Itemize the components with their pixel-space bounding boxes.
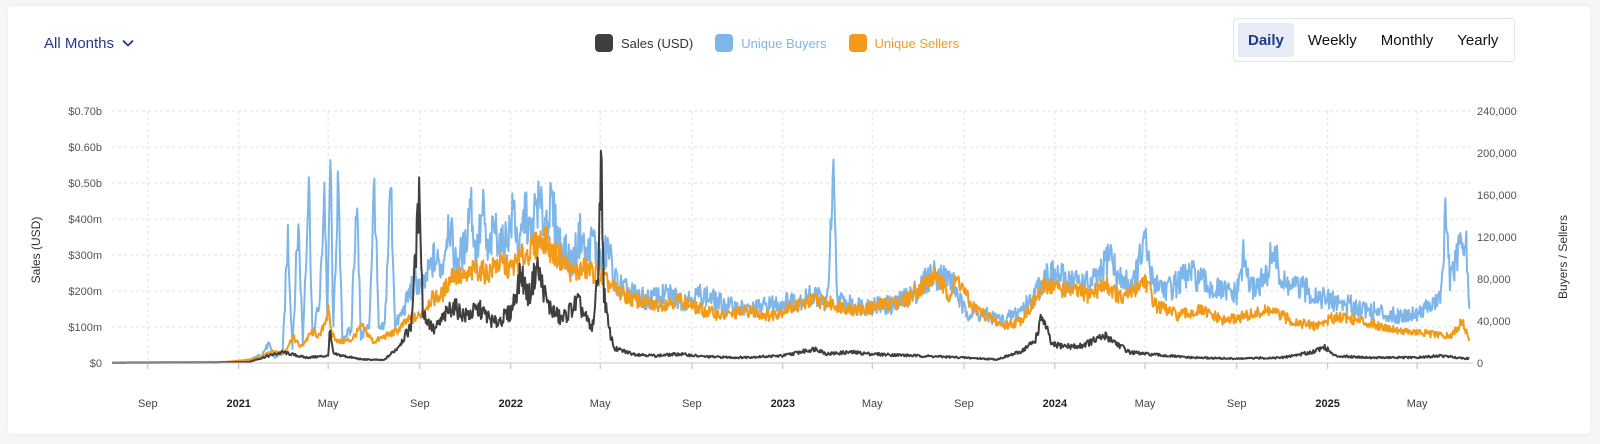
x-tick-label: Sep (410, 398, 430, 410)
x-tick-label: 2022 (499, 398, 523, 410)
x-tick-label: 2023 (771, 398, 795, 410)
y-left-tick-label: $200m (68, 286, 102, 298)
chart-legend: Sales (USD) Unique Buyers Unique Sellers (595, 31, 959, 55)
y-left-axis-title: Sales (USD) (29, 217, 43, 284)
chevron-down-icon (122, 39, 134, 47)
toggle-daily[interactable]: Daily (1238, 23, 1294, 57)
y-left-tick-label: $0.50b (68, 178, 102, 190)
x-tick-label: Sep (954, 398, 974, 410)
chart-series (111, 149, 1471, 364)
legend-label-buyers: Unique Buyers (741, 35, 827, 51)
series-line-sellers (111, 225, 1471, 364)
y-right-tick-label: 240,000 (1477, 106, 1517, 118)
x-tick-label: May (862, 398, 883, 410)
toggle-yearly[interactable]: Yearly (1457, 31, 1499, 49)
legend-item-sales[interactable]: Sales (USD) (595, 34, 693, 52)
y-left-tick-label: $0 (90, 358, 102, 370)
y-right-axis-title: Buyers / Sellers (1556, 215, 1570, 299)
y-right-tick-label: 120,000 (1477, 232, 1517, 244)
legend-item-sellers[interactable]: Unique Sellers (848, 34, 960, 52)
x-tick-label: 2025 (1315, 398, 1339, 410)
series-line-buyers (111, 158, 1471, 364)
x-tick-label: May (1407, 398, 1428, 410)
legend-label-sales: Sales (USD) (621, 35, 694, 51)
legend-swatch-sellers (848, 34, 867, 52)
x-tick-label: Sep (1227, 398, 1247, 410)
legend-item-buyers[interactable]: Unique Buyers (715, 34, 827, 52)
y-right-tick-label: 0 (1477, 358, 1483, 370)
x-tick-label: 2024 (1043, 398, 1068, 410)
toggle-weekly[interactable]: Weekly (1307, 31, 1357, 49)
x-tick-label: Sep (138, 398, 158, 410)
y-left-tick-label: $0.60b (68, 142, 102, 154)
legend-label-sellers: Unique Sellers (874, 35, 960, 51)
x-tick-label: Sep (682, 398, 702, 410)
interval-toggle: Daily Weekly Monthly Yearly (1233, 18, 1515, 62)
y-right-tick-label: 200,000 (1477, 148, 1517, 160)
y-left-tick-label: $300m (68, 250, 102, 262)
y-left-tick-label: $400m (68, 214, 102, 226)
x-tick-label: 2021 (226, 398, 250, 410)
toggle-monthly[interactable]: Monthly (1380, 31, 1434, 49)
y-right-tick-label: 160,000 (1477, 190, 1517, 202)
chart-axes: $0 $100m $200m $300m $400m $0.50b $0.60b $0.70b… (68, 106, 1516, 410)
y-right-tick-label: 80,000 (1477, 274, 1511, 286)
y-left-tick-label: $0.70b (68, 106, 102, 118)
x-tick-label: May (590, 398, 611, 410)
x-tick-label: May (1135, 398, 1156, 410)
y-right-tick-label: 40,000 (1477, 316, 1511, 328)
legend-swatch-buyers (715, 34, 734, 52)
x-tick-label: May (318, 398, 339, 410)
period-select[interactable]: All Months (44, 31, 134, 55)
legend-swatch-sales (595, 34, 613, 52)
y-left-tick-label: $100m (68, 322, 102, 334)
period-select-label: All Months (44, 34, 115, 52)
series-line-sales (111, 149, 1470, 364)
